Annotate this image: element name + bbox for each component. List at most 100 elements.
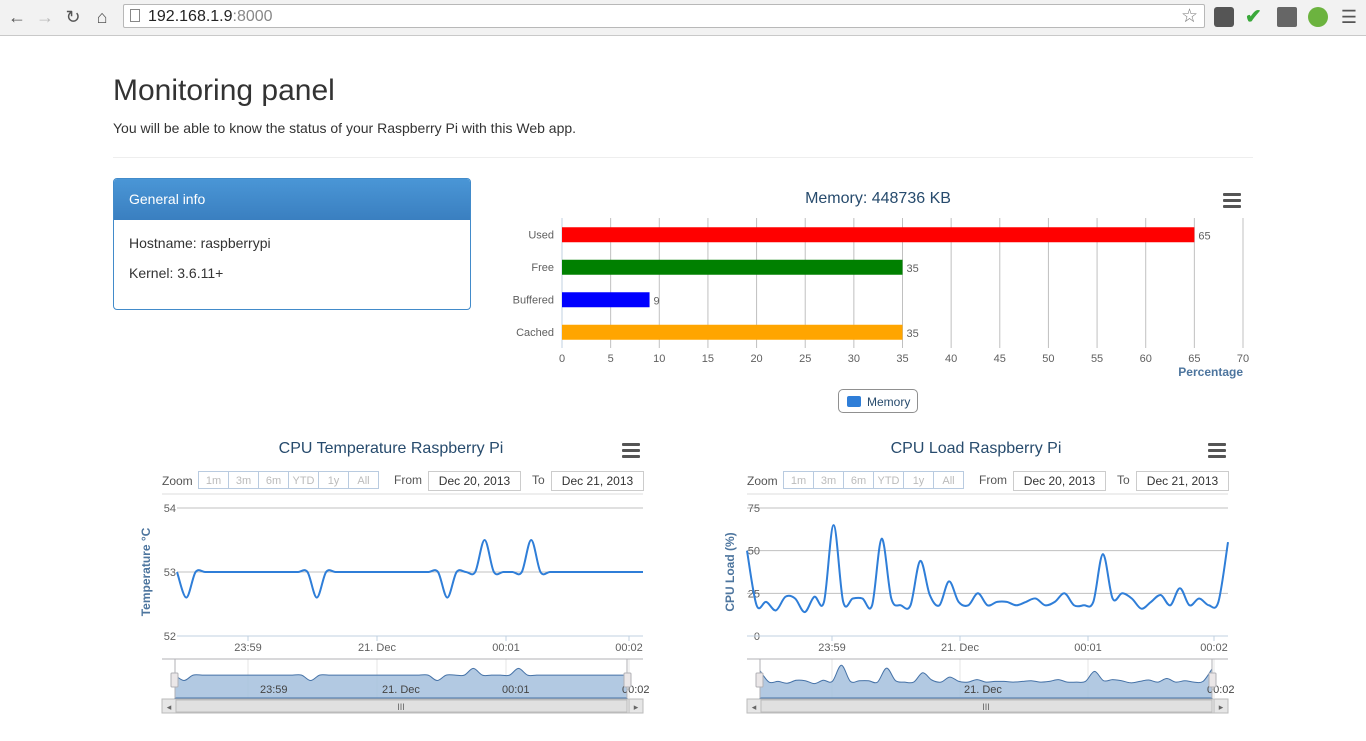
- kernel-text: Kernel: 3.6.11+: [129, 265, 224, 281]
- bar-free: [562, 259, 903, 275]
- navigator-tick-label: 00:01: [502, 684, 530, 696]
- y-tick-label: 54: [164, 503, 176, 515]
- zoom-all-button[interactable]: All: [933, 471, 964, 489]
- address-bar[interactable]: 192.168.1.9:8000 ☆: [123, 4, 1205, 28]
- page-lead: You will be able to know the status of y…: [113, 120, 577, 136]
- navigator-handle-left: [170, 672, 179, 688]
- legend-swatch: [847, 396, 861, 407]
- zoom-ytd-button[interactable]: YTD: [288, 471, 319, 489]
- to-label: To: [1117, 473, 1130, 487]
- general-info-panel: General info Hostname: raspberrypi Kerne…: [113, 178, 471, 310]
- to-date-input[interactable]: Dec 21, 2013: [1136, 471, 1229, 491]
- x-tick-label: 21. Dec: [358, 642, 396, 654]
- incognito-extension-icon[interactable]: [1277, 7, 1297, 27]
- data-label: 65: [1198, 230, 1210, 242]
- checkmark-extension-icon[interactable]: ✔: [1245, 6, 1262, 28]
- x-tick-label: 50: [1042, 353, 1054, 365]
- scroll-left-arrow-icon: ◂: [167, 702, 172, 712]
- y-axis-title: Temperature °C: [139, 527, 153, 616]
- panel-body: Hostname: raspberrypi Kernel: 3.6.11+: [114, 220, 470, 296]
- panel-heading: General info: [114, 179, 470, 220]
- evernote-extension-icon[interactable]: [1308, 7, 1328, 27]
- zoom-3m-button[interactable]: 3m: [228, 471, 259, 489]
- page-title: Monitoring panel: [113, 74, 335, 107]
- zoom-6m-button[interactable]: 6m: [258, 471, 289, 489]
- scrollbar-left-button: [161, 698, 177, 714]
- back-arrow-icon[interactable]: ←: [8, 7, 26, 27]
- navigator-handle-left: [755, 672, 764, 688]
- chart-title: CPU Load Raspberry Pi: [891, 440, 1062, 457]
- zoom-1y-button[interactable]: 1y: [903, 471, 934, 489]
- x-tick-label: 00:01: [1074, 642, 1102, 654]
- memory-legend[interactable]: Memory: [838, 389, 918, 413]
- zoom-ytd-button[interactable]: YTD: [873, 471, 904, 489]
- bar-cached: [562, 324, 903, 340]
- browser-toolbar: ← → ↻ ⌂ 192.168.1.9:8000 ☆ ✔ ☰: [0, 0, 1366, 36]
- hamburger-menu-icon[interactable]: [1208, 443, 1226, 458]
- forward-arrow-icon[interactable]: →: [36, 7, 54, 27]
- url-port: :8000: [232, 8, 273, 25]
- y-tick-label: 53: [164, 567, 176, 579]
- hostname-text: Hostname: raspberrypi: [129, 235, 271, 251]
- reload-icon[interactable]: ↻: [65, 7, 81, 27]
- pocket-extension-icon[interactable]: [1214, 7, 1234, 27]
- scrollbar-left-button: [746, 698, 762, 714]
- to-date-input[interactable]: Dec 21, 2013: [551, 471, 644, 491]
- bar-used: [562, 227, 1195, 243]
- page-icon: [130, 9, 140, 22]
- from-date-input[interactable]: Dec 20, 2013: [428, 471, 521, 491]
- navigator-series: [759, 664, 1213, 699]
- zoom-1m-button[interactable]: 1m: [783, 471, 814, 489]
- data-label: 9: [654, 295, 660, 307]
- x-tick-label: 25: [799, 353, 811, 365]
- hamburger-menu-icon[interactable]: [622, 443, 640, 458]
- x-tick-label: 35: [896, 353, 908, 365]
- zoom-all-button[interactable]: All: [348, 471, 379, 489]
- divider: [113, 157, 1253, 158]
- hamburger-menu-icon[interactable]: ☰: [1340, 7, 1358, 27]
- scroll-right-arrow-icon: ▸: [634, 702, 639, 712]
- navigator-handle-right: [623, 672, 632, 688]
- legend-label: Memory: [867, 395, 911, 409]
- category-label: Cached: [516, 327, 554, 339]
- x-tick-label: 70: [1237, 353, 1249, 365]
- scrollbar-right-button: [1213, 698, 1229, 714]
- from-label: From: [979, 473, 1007, 487]
- series-line: [746, 524, 1229, 614]
- memory-chart: Memory: 448736 KB 0 5 10 15 20 25 30 35 40 45 50 55 6…: [513, 190, 1250, 379]
- navigator-series: [174, 667, 628, 699]
- x-axis-title: Percentage: [1178, 365, 1243, 379]
- x-tick-label: 10: [653, 353, 665, 365]
- x-tick-label: 5: [608, 353, 614, 365]
- to-label: To: [532, 473, 545, 487]
- navigator-tick-label: 21. Dec: [382, 684, 420, 696]
- zoom-1y-button[interactable]: 1y: [318, 471, 349, 489]
- hamburger-menu-icon[interactable]: [1223, 193, 1241, 208]
- url-host: 192.168.1.9: [148, 8, 233, 25]
- x-tick-label: 00:01: [492, 642, 520, 654]
- home-icon[interactable]: ⌂: [96, 7, 108, 27]
- category-label: Free: [531, 262, 554, 274]
- bar-buffered: [562, 292, 650, 308]
- x-tick-label: 60: [1140, 353, 1152, 365]
- y-axis-title: CPU Load (%): [723, 532, 737, 611]
- x-tick-label: 40: [945, 353, 957, 365]
- x-tick-label: 15: [702, 353, 714, 365]
- from-date-input[interactable]: Dec 20, 2013: [1013, 471, 1106, 491]
- temp-zoom-controls: Zoom 1m 3m 6m YTD 1y All From Dec 20, 2013 To…: [162, 471, 644, 493]
- x-tick-label: 21. Dec: [941, 642, 979, 654]
- zoom-label: Zoom: [747, 474, 778, 488]
- y-tick-label: 75: [748, 503, 760, 515]
- zoom-1m-button[interactable]: 1m: [198, 471, 229, 489]
- x-tick-label: 23:59: [234, 642, 262, 654]
- x-tick-label: 45: [994, 353, 1006, 365]
- zoom-label: Zoom: [162, 474, 193, 488]
- star-icon[interactable]: ☆: [1180, 6, 1198, 27]
- y-tick-label: 0: [754, 631, 760, 643]
- zoom-3m-button[interactable]: 3m: [813, 471, 844, 489]
- navigator-handle-right: [1208, 672, 1217, 688]
- category-label: Used: [528, 229, 554, 241]
- zoom-6m-button[interactable]: 6m: [843, 471, 874, 489]
- x-tick-label: 0: [559, 353, 565, 365]
